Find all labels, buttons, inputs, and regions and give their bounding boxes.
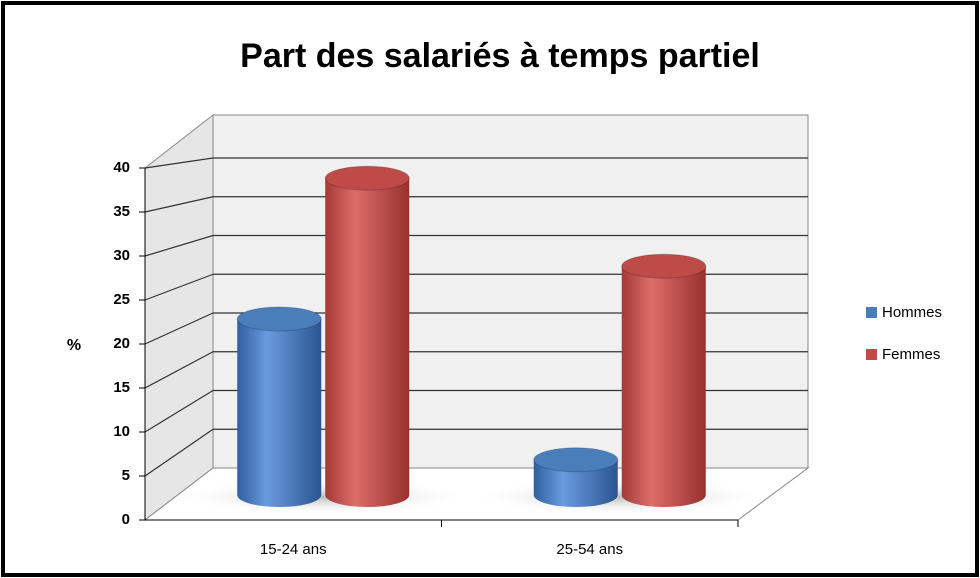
legend-swatch — [866, 307, 877, 318]
bar-body — [621, 266, 706, 507]
grid-line — [144, 273, 214, 301]
bar-top — [533, 447, 619, 473]
bar-shadow — [469, 479, 770, 515]
y-tick-label: 5 — [122, 467, 130, 484]
bar-top — [324, 165, 410, 191]
grid-line — [144, 157, 214, 169]
y-tick-label: 40 — [113, 159, 130, 176]
bar-body — [237, 319, 322, 507]
bar-top — [236, 306, 322, 332]
x-tick-label: 25-54 ans — [556, 541, 623, 558]
grid-line — [144, 428, 214, 477]
bar-shadow — [173, 479, 474, 515]
grid-line — [144, 351, 214, 389]
y-axis-label: % — [67, 337, 81, 354]
grid-line — [144, 196, 214, 213]
bar — [236, 306, 322, 507]
bar — [621, 253, 707, 507]
y-tick-label: 0 — [122, 511, 130, 528]
bar — [533, 447, 619, 507]
grid-line — [144, 312, 214, 345]
y-tick-label: 10 — [113, 423, 130, 440]
y-tick-label: 25 — [113, 291, 130, 308]
x-tick-label: 15-24 ans — [260, 541, 327, 558]
y-tick-label: 30 — [113, 247, 130, 264]
chart-title: Part des salariés à temps partiel — [240, 37, 760, 75]
y-tick-label: 20 — [113, 335, 130, 352]
legend-label: Femmes — [882, 346, 940, 363]
y-tick-label: 35 — [113, 203, 130, 220]
grid-line — [144, 234, 214, 257]
bar-body — [325, 178, 410, 507]
legend-swatch — [866, 349, 877, 360]
bar-top — [621, 253, 707, 279]
legend-label: Hommes — [882, 304, 942, 321]
bar-body — [533, 459, 618, 507]
y-tick-label: 15 — [113, 379, 130, 396]
bar — [324, 165, 410, 507]
grid-line — [144, 389, 214, 433]
